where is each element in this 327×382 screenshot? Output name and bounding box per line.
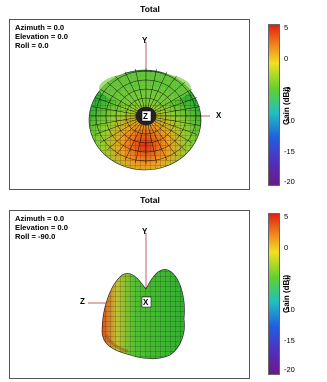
azimuth-text: Azimuth = 0.0 (15, 23, 65, 32)
colorbar-tick: 5 (284, 212, 289, 221)
chart-title: Total (140, 4, 160, 14)
elevation-text: Elevation = 0.0 (15, 32, 68, 41)
colorbar-tick: -10 (284, 116, 295, 125)
axis-label-z: Z (143, 112, 148, 121)
mesh-ring (105, 79, 187, 153)
azimuth-text: Azimuth = 0.0 (15, 214, 65, 223)
roll-text: Roll = -90.0 (15, 232, 56, 241)
mesh-ring (125, 97, 167, 135)
mesh-ring (95, 70, 197, 162)
colorbar-tick: 5 (284, 23, 289, 32)
colorbar-label: Gain (dBi) (282, 274, 291, 313)
axis-label-y: Y (142, 227, 148, 236)
colorbar-tick: -5 (284, 274, 291, 283)
axis-label-x: X (143, 298, 149, 307)
colorbar-tick: -5 (284, 85, 291, 94)
pattern-panel-2: Total Azimuth = 0.0 Ele (0, 191, 327, 382)
colorbar-tick: 0 (284, 54, 289, 63)
mesh-ring (115, 88, 177, 144)
axis-label-x: X (216, 111, 222, 120)
elevation-text: Elevation = 0.0 (15, 223, 68, 232)
colorbar-tick: 0 (284, 243, 289, 252)
colorbar (268, 213, 280, 375)
colorbar-ticks: 5 0 -5 -10 -15 -20 (284, 23, 314, 186)
axis-label-y: Y (142, 36, 148, 45)
pattern-panel-1: Total (9, 4, 314, 190)
orientation-info: Azimuth = 0.0 Elevation = 0.0 Roll = 0.0 (15, 23, 68, 50)
chart-title: Total (140, 195, 160, 205)
roll-text: Roll = 0.0 (15, 41, 49, 50)
plot-area: Azimuth = 0.0 Elevation = 0.0 Roll = 0.0… (9, 19, 250, 190)
colorbar-label: Gain (dBi) (282, 86, 291, 125)
axis-label-z: Z (80, 297, 85, 306)
colorbar-tick: -20 (284, 177, 295, 186)
colorbar-ticks: 5 0 -5 -10 -15 -20 (284, 212, 314, 374)
orientation-info: Azimuth = 0.0 Elevation = 0.0 Roll = -90… (15, 214, 68, 241)
radiation-pattern-3d (88, 233, 185, 360)
colorbar-tick: -20 (284, 365, 295, 374)
colorbar (268, 24, 280, 186)
colorbar-tick: -15 (284, 147, 295, 156)
radiation-pattern-3d (88, 42, 210, 171)
colorbar-tick: -10 (284, 305, 295, 314)
plot-area: Azimuth = 0.0 Elevation = 0.0 Roll = -90… (9, 210, 250, 379)
colorbar-tick: -15 (284, 336, 295, 345)
